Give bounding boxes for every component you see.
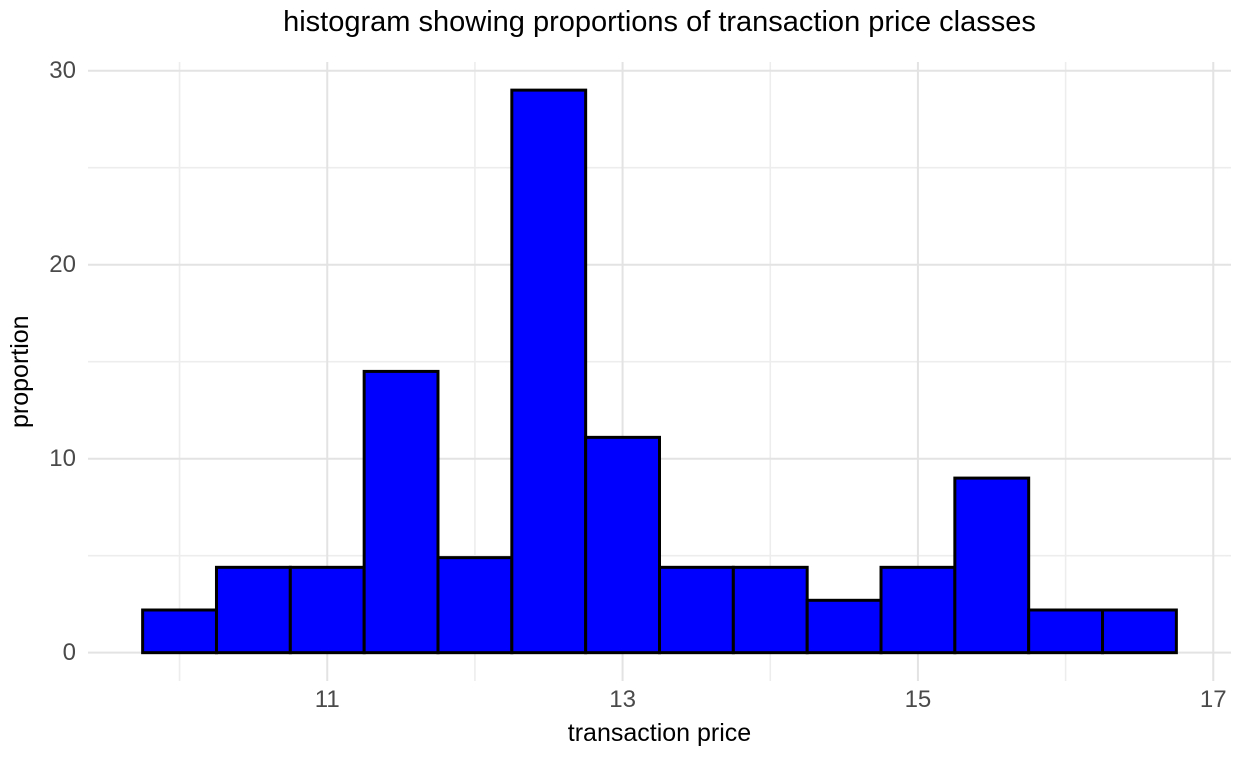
histogram-bar — [879, 565, 957, 655]
histogram-bar — [584, 435, 661, 655]
histogram-bar — [436, 556, 514, 655]
histogram-bar — [953, 476, 1031, 655]
histogram-bar — [658, 565, 735, 655]
chart-title: histogram showing proportions of transac… — [283, 6, 1036, 38]
histogram-bar — [214, 565, 292, 655]
histogram-bar — [1101, 608, 1178, 655]
histogram-bar — [141, 608, 218, 655]
histogram-bar — [731, 565, 809, 655]
x-axis-title: transaction price — [567, 719, 752, 747]
x-tick-label: 17 — [1199, 686, 1227, 713]
histogram-bar — [288, 565, 366, 655]
y-tick-label: 0 — [62, 638, 76, 666]
x-tick-label: 13 — [609, 686, 636, 713]
histogram-bar — [510, 88, 588, 655]
y-tick-label: 10 — [49, 444, 76, 472]
y-tick-label: 20 — [49, 250, 76, 278]
histogram-bar — [362, 369, 440, 655]
x-tick-label: 11 — [314, 686, 340, 713]
histogram-bar — [805, 598, 883, 655]
y-tick-label: 30 — [49, 56, 76, 84]
histogram-bar — [1027, 608, 1105, 655]
x-tick-label: 15 — [904, 686, 932, 713]
